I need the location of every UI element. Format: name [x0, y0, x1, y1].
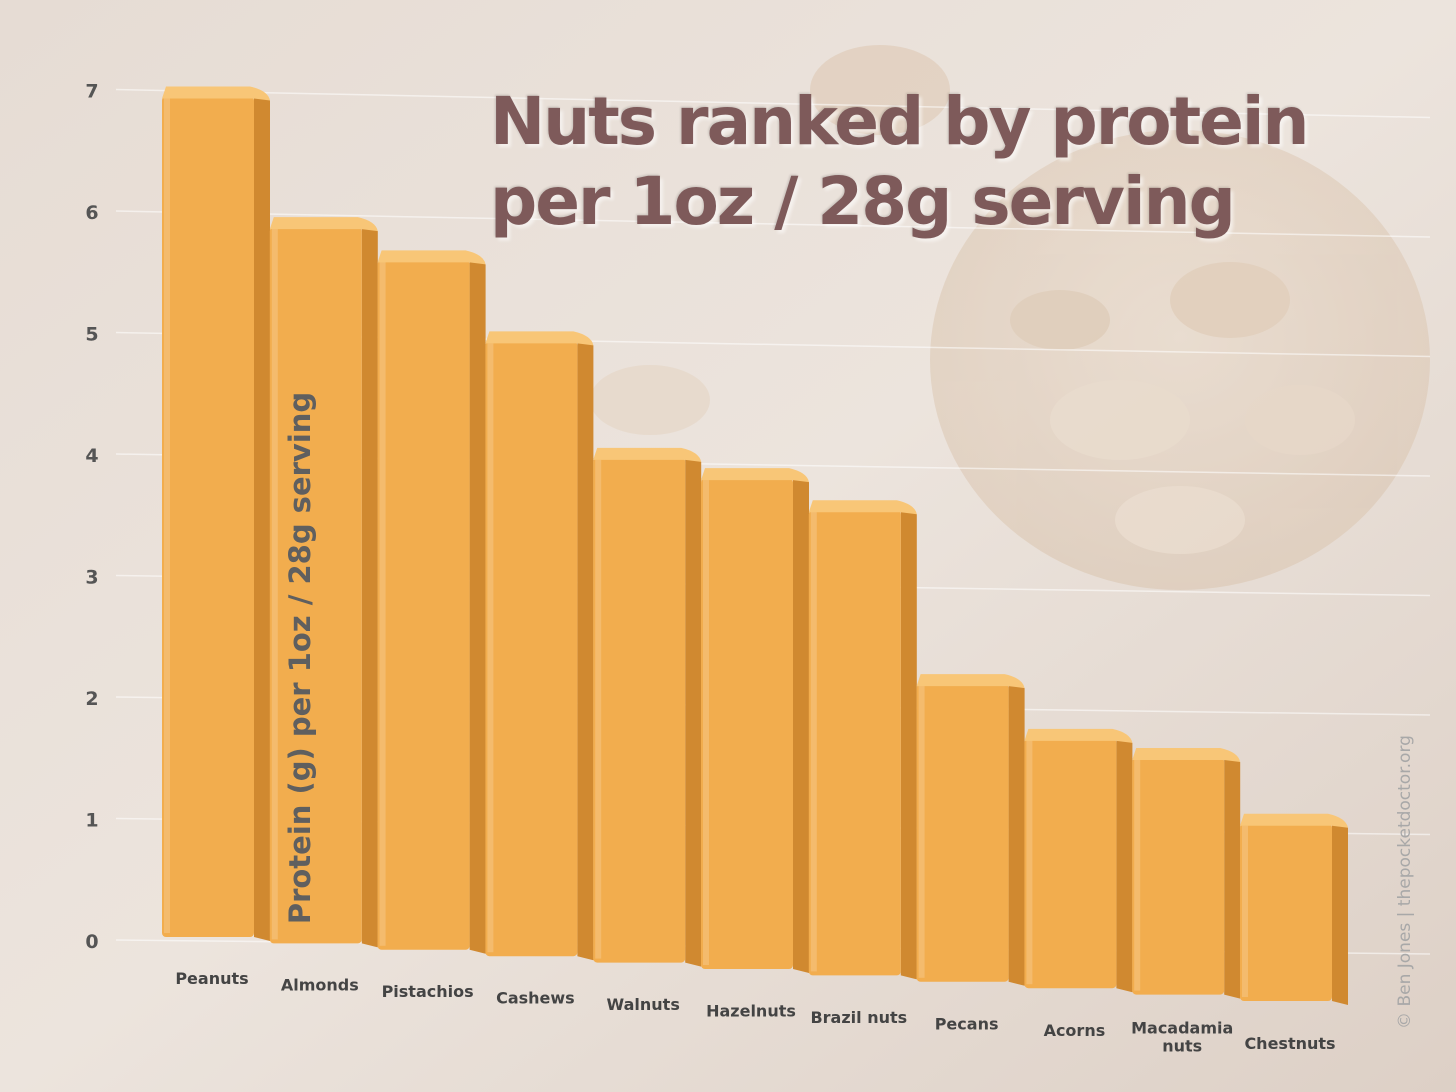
x-tick-label: Pecans	[935, 1015, 999, 1034]
bar-highlight	[918, 686, 925, 978]
bar-top	[1024, 728, 1133, 743]
y-tick-label: 6	[85, 202, 98, 224]
bar-highlight	[379, 262, 386, 946]
chart-title-line-1: Nuts ranked by protein	[490, 83, 1310, 160]
bar	[162, 86, 270, 941]
y-axis-label: Protein (g) per 1oz / 28g serving	[283, 391, 317, 925]
bar-side	[685, 453, 702, 967]
bar-top	[162, 86, 270, 101]
x-tick-label: Peanuts	[175, 969, 248, 988]
bar-front	[916, 684, 1009, 982]
bar-side	[1116, 734, 1133, 993]
bar-side	[469, 256, 486, 954]
bar-front	[808, 510, 901, 976]
x-tick-label: Chestnuts	[1244, 1034, 1335, 1053]
gridline	[115, 88, 1431, 119]
x-tick-label: Almonds	[281, 976, 359, 995]
bar	[1240, 813, 1348, 1005]
bar-side	[577, 337, 594, 961]
bar-front	[269, 227, 362, 944]
bar	[808, 500, 917, 980]
y-tick-label: 0	[85, 931, 98, 953]
y-tick-label: 2	[85, 688, 98, 710]
bar-front	[1024, 738, 1117, 989]
bar-front	[162, 96, 254, 937]
bar	[269, 217, 378, 948]
bar	[1024, 728, 1133, 993]
y-tick-label: 5	[85, 324, 98, 346]
bar-top	[485, 331, 594, 346]
bar-front	[1132, 757, 1225, 995]
bar-side	[361, 223, 378, 948]
bar-highlight	[1242, 825, 1248, 997]
x-tick-label: Acorns	[1044, 1021, 1106, 1040]
bar-top	[701, 468, 809, 483]
x-tick-label: Brazil nuts	[810, 1008, 907, 1027]
y-tick-label: 4	[85, 445, 98, 467]
bar-top	[1132, 747, 1241, 762]
chart-title: Nuts ranked by protein per 1oz / 28g ser…	[490, 82, 1390, 242]
y-tick-label: 1	[85, 810, 98, 832]
bar-top	[916, 674, 1025, 689]
x-tick-label: Macadamia nuts	[1131, 1019, 1233, 1056]
bar-highlight	[487, 343, 494, 953]
bar	[701, 468, 809, 973]
bar-front	[1240, 823, 1332, 1001]
bar-top	[808, 500, 917, 515]
bar-side	[254, 92, 270, 941]
x-tick-label: Cashews	[496, 989, 575, 1008]
bar-highlight	[271, 229, 278, 940]
gridline	[115, 210, 1431, 238]
bar-highlight	[164, 98, 170, 933]
bar-front	[701, 478, 793, 969]
bar-highlight	[703, 480, 709, 965]
y-tick-label: 3	[85, 567, 98, 589]
bar-highlight	[1134, 759, 1141, 991]
bar-front	[377, 260, 470, 950]
chart-title-line-2: per 1oz / 28g serving	[490, 163, 1236, 240]
bar-highlight	[810, 512, 817, 972]
x-tick-label: Hazelnuts	[706, 1002, 796, 1021]
bar-front	[485, 341, 578, 957]
bar-front	[593, 457, 686, 963]
y-tick-labels: 0 1 2 3 4 5 6 7	[85, 81, 98, 954]
bar	[485, 331, 594, 961]
bar-side	[1008, 680, 1025, 986]
bars	[162, 86, 1348, 1005]
bar-top	[269, 217, 378, 232]
y-tick-label: 7	[85, 81, 98, 103]
bar-side	[793, 474, 809, 973]
credit-watermark: © Ben Jones | thepocketdoctor.org	[1395, 735, 1415, 1029]
bar-side	[1224, 753, 1241, 999]
bar-side	[1332, 819, 1348, 1005]
bar-top	[377, 250, 486, 265]
bar-highlight	[1026, 740, 1033, 985]
bar	[593, 447, 702, 967]
bar-highlight	[595, 459, 602, 959]
x-tick-label: Pistachios	[382, 982, 474, 1001]
bar	[1132, 747, 1241, 999]
bar-top	[1240, 813, 1348, 828]
bar	[916, 674, 1025, 986]
bar	[377, 250, 486, 954]
x-tick-label: Walnuts	[607, 995, 680, 1014]
bar-top	[593, 447, 702, 462]
x-tick-labels: Peanuts Almonds Pistachios Cashews Walnuts Ha…	[175, 969, 1335, 1056]
bar-side	[900, 506, 917, 980]
